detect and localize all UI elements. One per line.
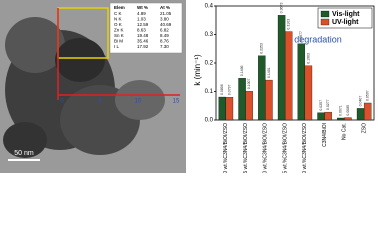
eds-axis-label: 0 — [60, 99, 64, 105]
value-label: 0.0407 — [358, 96, 362, 107]
table-cell: 3.80 — [160, 17, 169, 22]
value-label: 0.3673 — [279, 3, 283, 14]
y-tick-label: 0.4 — [205, 4, 214, 10]
y-tick-label: 0.2 — [205, 61, 214, 67]
scale-bar-label: 50 nm — [14, 150, 34, 157]
x-tick-label: ZSO — [361, 123, 367, 133]
table-cell: 19.48 — [137, 33, 149, 38]
value-label: 0.3103 — [287, 19, 291, 30]
x-tick-label: C3N4/BiOI — [322, 123, 328, 147]
table-cell: 1.03 — [137, 17, 146, 22]
bar — [297, 43, 306, 121]
legend-label: Vis-light — [332, 11, 360, 18]
table-cell: N K — [114, 17, 122, 22]
value-label: 0.0797 — [227, 85, 231, 96]
eds-table-bg — [109, 2, 183, 54]
value-label: 0.0085 — [346, 105, 350, 116]
table-cell: I L — [114, 44, 120, 49]
value-label: 0.2677 — [299, 31, 303, 42]
value-label: 0.1401 — [267, 67, 271, 78]
table-cell: 35.46 — [137, 39, 149, 44]
table-cell: 12.59 — [137, 22, 149, 27]
bar — [258, 55, 266, 121]
bar — [344, 117, 352, 121]
table-cell: Sn K — [114, 33, 124, 38]
tem-image: 50 nm — [0, 0, 186, 173]
value-label: 0.0071 — [339, 105, 343, 116]
bar — [304, 65, 313, 121]
x-tick-label: 35 wt.%C3N4/BiOI/ZSO — [282, 123, 288, 173]
particle — [3, 122, 47, 158]
value-label: 0.1466 — [240, 65, 244, 76]
bar — [337, 117, 345, 121]
x-tick-label: 40 wt.%C3N4/BiOI/ZSO — [302, 123, 308, 173]
x-tick-label: No Cat. — [342, 123, 348, 140]
table-cell: Zn K — [114, 28, 124, 33]
bar — [317, 112, 325, 121]
table-header: At % — [160, 5, 170, 10]
particle — [55, 38, 105, 82]
value-label: 0.1007 — [247, 79, 251, 90]
bar — [218, 96, 227, 121]
y-tick-label: 0.1 — [205, 89, 214, 95]
value-label: 0.0257 — [319, 100, 323, 111]
legend-box — [317, 7, 373, 29]
table-header: Elem — [114, 5, 125, 10]
particle — [5, 17, 65, 73]
table-cell: 4.89 — [137, 11, 146, 16]
bar — [363, 102, 372, 121]
legend-swatch — [320, 18, 330, 26]
y-tick-label: 0.3 — [205, 32, 214, 38]
x-tick-label: 20 wt.%C3N4/BiOI/ZSO — [223, 123, 229, 173]
x-tick-label: 30 wt.%C3N4/BiOI/ZSO — [263, 123, 269, 173]
table-cell: 17.92 — [137, 44, 149, 49]
table-cell: 21.05 — [160, 11, 172, 16]
figure: 50 nm MB degradation k (min⁻¹) Elem Wt % A… — [0, 0, 375, 173]
bar — [245, 91, 253, 121]
table-cell: 7.30 — [160, 44, 169, 49]
bar — [225, 97, 234, 121]
particle — [115, 80, 165, 120]
table-cell: 8.49 — [160, 33, 169, 38]
table-cell: C K — [114, 11, 122, 16]
table-cell: Bi M — [114, 39, 123, 44]
legend-swatch — [320, 10, 330, 18]
eds-axis-label: 10 — [135, 99, 142, 105]
x-tick-label: 25 wt.%C3N4/BiOI/ZSO — [243, 123, 249, 173]
eds-axis-label: 15 — [173, 99, 180, 105]
table-cell: O K — [114, 22, 122, 27]
annotation: MB degradation — [278, 34, 342, 44]
y-axis-label: k (min⁻¹) — [193, 54, 202, 86]
bar — [324, 111, 332, 121]
y-tick-label: 0.0 — [205, 118, 214, 124]
table-cell: 8.76 — [160, 39, 169, 44]
bar — [277, 15, 286, 121]
bar — [356, 108, 365, 121]
table-header: Wt % — [137, 5, 148, 10]
value-label: 0.0806 — [220, 84, 224, 95]
eds-axis-label: 5 — [98, 99, 102, 105]
value-label: 0.0597 — [366, 90, 370, 101]
bar — [284, 31, 293, 121]
value-label: 0.1903 — [306, 53, 310, 64]
table-cell: 40.69 — [160, 22, 172, 27]
value-label: 0.0277 — [326, 99, 330, 110]
value-label: 0.2253 — [260, 43, 264, 54]
bar — [238, 78, 246, 121]
table-cell: 8.63 — [137, 28, 146, 33]
bar — [265, 79, 273, 121]
legend-label: UV-light — [332, 19, 359, 26]
table-cell: 6.82 — [160, 28, 169, 33]
